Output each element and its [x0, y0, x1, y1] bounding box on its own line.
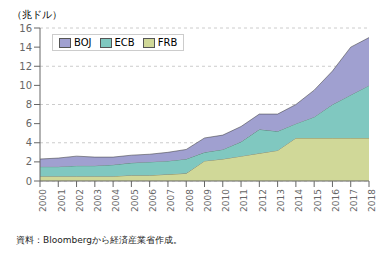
svg-text:2003: 2003	[93, 189, 103, 212]
svg-text:2006: 2006	[148, 189, 158, 212]
svg-text:2001: 2001	[57, 189, 67, 212]
svg-text:2007: 2007	[166, 189, 176, 212]
svg-text:2012: 2012	[258, 189, 268, 212]
svg-text:6: 6	[26, 118, 32, 129]
svg-text:2: 2	[26, 156, 32, 167]
svg-text:2009: 2009	[203, 189, 213, 212]
html-text:FRB: FRB	[157, 37, 178, 48]
svg-text:2010: 2010	[221, 189, 231, 212]
svg-text:2004: 2004	[112, 189, 122, 212]
html-text:BOJ: BOJ	[74, 37, 92, 48]
svg-text:2018: 2018	[367, 189, 377, 212]
html-text:資料：Bloombergから経済産業省作成。: 資料：Bloombergから経済産業省作成。	[16, 235, 182, 245]
svg-text:2015: 2015	[313, 189, 323, 212]
svg-text:2013: 2013	[276, 189, 286, 212]
svg-text:12: 12	[19, 61, 32, 72]
html-text:ECB: ECB	[114, 37, 135, 48]
svg-text:2017: 2017	[349, 189, 359, 212]
svg-text:2011: 2011	[239, 189, 249, 212]
html-text:（兆ドル）: （兆ドル）	[12, 9, 62, 20]
svg-text:2014: 2014	[294, 189, 304, 212]
svg-text:4: 4	[26, 137, 32, 148]
svg-text:2016: 2016	[331, 189, 341, 212]
svg-text:14: 14	[19, 42, 32, 53]
svg-text:10: 10	[19, 80, 32, 91]
svg-text:2005: 2005	[130, 189, 140, 212]
svg-text:16: 16	[19, 23, 32, 34]
svg-text:8: 8	[26, 99, 32, 110]
svg-text:2008: 2008	[185, 189, 195, 212]
svg-text:0: 0	[26, 176, 32, 187]
svg-text:2000: 2000	[38, 189, 48, 212]
svg-text:2002: 2002	[75, 189, 85, 212]
